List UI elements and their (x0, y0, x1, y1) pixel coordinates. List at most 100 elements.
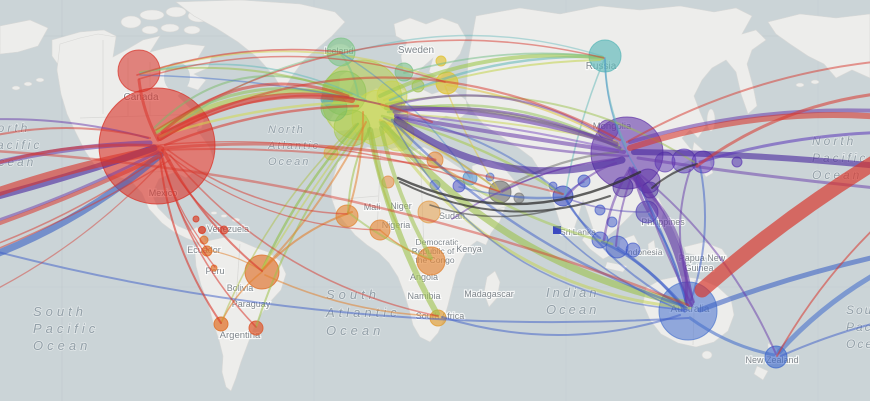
aleutian-island (795, 82, 805, 88)
alaska-wrap (767, 13, 870, 79)
place-label: Mali (364, 202, 381, 212)
madagascar (483, 270, 501, 308)
transmission-arc (458, 186, 567, 199)
transmission-arc (158, 100, 356, 138)
transmission-arc (441, 314, 681, 336)
transmission-arc (604, 57, 641, 176)
transmission-arc (379, 229, 432, 261)
transmission-arc (162, 157, 257, 328)
transmission-arc (627, 112, 870, 151)
sulawesi (647, 239, 657, 257)
transmission-arc (403, 52, 603, 74)
transmission-arc (139, 66, 353, 95)
continent-greenland (175, 0, 346, 92)
transmission-arc (688, 316, 776, 357)
transmission-arc (390, 118, 685, 308)
transmission-arc (160, 82, 350, 134)
transmission-arc (155, 39, 605, 131)
caribbean-island (210, 211, 218, 215)
ocean-label: Pacific (33, 321, 99, 336)
ocean-label: South (33, 304, 87, 319)
transmission-arc (0, 153, 164, 226)
transmission-arc (780, 323, 870, 357)
transmission-arc (378, 53, 604, 98)
transmission-arc (137, 78, 160, 142)
transmission-arc (169, 154, 439, 317)
markers-layer (553, 226, 561, 234)
arctic-island (141, 25, 159, 35)
transmission-arc (399, 181, 611, 213)
case-cluster-node[interactable] (416, 246, 446, 276)
ocean-label: Indian (546, 285, 599, 300)
place-label: Madagascar (464, 289, 514, 299)
arctic-island (120, 15, 142, 29)
transmission-arc (164, 151, 263, 272)
new-zealand-south (753, 365, 769, 381)
transmission-arc (0, 157, 159, 244)
caribbean-island (220, 214, 228, 218)
transmission-arc (383, 126, 692, 310)
continent-africa (330, 146, 506, 343)
ocean-label: South (326, 287, 380, 302)
transmission-arc (0, 161, 163, 289)
transmission-arc (628, 108, 870, 144)
continent-chukotka (0, 19, 49, 55)
transmission-arc (565, 162, 617, 198)
case-cluster-node[interactable] (117, 49, 161, 93)
ocean-label: Pacific (0, 138, 42, 152)
case-cluster-node[interactable] (335, 204, 359, 228)
case-cluster-node[interactable] (192, 215, 200, 223)
arctic-island (160, 23, 180, 33)
transmission-arc (347, 111, 365, 214)
aleutian-island (11, 85, 21, 91)
transmission-arc (564, 197, 601, 239)
arctic-island (183, 25, 201, 35)
transmission-arc (340, 53, 359, 97)
transmission-arc (393, 116, 626, 175)
place-label: Sweden (398, 45, 434, 56)
transmission-arc (264, 274, 439, 317)
ocean-label: North (268, 124, 305, 136)
transmission-arc (0, 150, 160, 222)
location-marker[interactable] (553, 226, 561, 234)
transmission-arc (396, 170, 642, 206)
transmission-arc (626, 61, 870, 143)
transmission-arc (159, 157, 222, 324)
transmission-arc (679, 169, 695, 303)
transmission-arc (261, 121, 367, 271)
transmission-arc (559, 231, 686, 313)
transmission-arc (261, 115, 367, 270)
transmission-arc (165, 152, 381, 231)
transmission-arc (0, 159, 171, 249)
ocean-label: Ocean (326, 323, 384, 338)
aleutian-island (810, 79, 820, 85)
tasmania (701, 350, 713, 360)
transmission-arc (0, 143, 160, 164)
transmission-arc (138, 55, 446, 83)
transmission-arc (139, 63, 367, 101)
transmission-arc (136, 48, 342, 76)
transmission-arc (394, 113, 619, 151)
transmission-arc (690, 165, 706, 301)
transmission-arc (776, 274, 870, 355)
transmission-arc (602, 166, 632, 242)
case-cluster-node[interactable] (199, 235, 209, 245)
transmission-arc (0, 151, 164, 257)
transmission-arc (697, 255, 870, 313)
transmission-arc (564, 59, 605, 197)
transmission-arc (394, 114, 626, 154)
edges-layer (0, 34, 870, 357)
transmission-arc (635, 169, 693, 307)
transmission-arc (604, 59, 627, 147)
case-cluster-node[interactable] (198, 226, 206, 234)
transmission-arc (565, 197, 649, 213)
transmission-arc (429, 204, 561, 218)
transmission-arc (347, 211, 432, 260)
transmission-arc (388, 94, 614, 142)
transmission-arc (161, 147, 564, 195)
transmission-arc (159, 141, 501, 193)
ocean-label: Ocean (33, 338, 91, 353)
transmission-arc (636, 171, 777, 355)
